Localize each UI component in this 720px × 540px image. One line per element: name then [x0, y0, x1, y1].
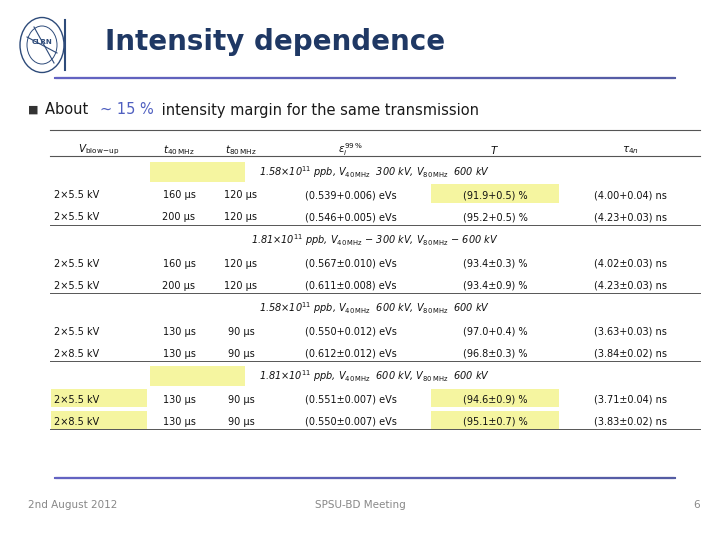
- Bar: [51, 388, 147, 407]
- Text: (0.550+0.012) eVs: (0.550+0.012) eVs: [305, 327, 397, 337]
- Text: 90 μs: 90 μs: [228, 417, 254, 427]
- Text: 2×5.5 kV: 2×5.5 kV: [54, 212, 99, 222]
- Text: 6: 6: [693, 500, 700, 510]
- Text: $\varepsilon_i^{99\,\%}$: $\varepsilon_i^{99\,\%}$: [338, 141, 364, 158]
- Text: intensity margin for the same transmission: intensity margin for the same transmissi…: [157, 103, 479, 118]
- Text: (95.2+0.5) %: (95.2+0.5) %: [462, 212, 528, 222]
- Text: (3.83±0.02) ns: (3.83±0.02) ns: [593, 417, 667, 427]
- Text: (4.00+0.04) ns: (4.00+0.04) ns: [593, 190, 667, 200]
- Text: 90 μs: 90 μs: [228, 395, 254, 405]
- Bar: [150, 161, 245, 181]
- Text: (0.551±0.007) eVs: (0.551±0.007) eVs: [305, 395, 397, 405]
- Text: $t_{80\,{\rm MHz}}$: $t_{80\,{\rm MHz}}$: [225, 143, 257, 157]
- Text: (0.539+0.006) eVs: (0.539+0.006) eVs: [305, 190, 397, 200]
- Text: 130 μs: 130 μs: [163, 417, 195, 427]
- Text: 160 μs: 160 μs: [163, 259, 195, 268]
- Text: (95.1±0.7) %: (95.1±0.7) %: [463, 417, 527, 427]
- Text: (0.611±0.008) eVs: (0.611±0.008) eVs: [305, 281, 397, 291]
- Text: 120 μs: 120 μs: [225, 190, 258, 200]
- Text: Intensity dependence: Intensity dependence: [105, 28, 445, 56]
- Text: (91.9+0.5) %: (91.9+0.5) %: [463, 190, 527, 200]
- Bar: [431, 410, 559, 429]
- Text: About: About: [45, 103, 93, 118]
- Text: $V_{\rm blow\!-\!up}$: $V_{\rm blow\!-\!up}$: [78, 143, 120, 157]
- Text: 130 μs: 130 μs: [163, 395, 195, 405]
- Text: (4.02±0.03) ns: (4.02±0.03) ns: [593, 259, 667, 268]
- Text: 130 μs: 130 μs: [163, 349, 195, 359]
- Text: 2×5.5 kV: 2×5.5 kV: [54, 395, 99, 405]
- Text: CLRN: CLRN: [32, 39, 53, 45]
- Text: (0.546+0.005) eVs: (0.546+0.005) eVs: [305, 212, 397, 222]
- Text: ■: ■: [28, 105, 38, 115]
- Text: (4.23+0.03) ns: (4.23+0.03) ns: [593, 212, 667, 222]
- Text: (97.0+0.4) %: (97.0+0.4) %: [463, 327, 527, 337]
- Text: (96.8±0.3) %: (96.8±0.3) %: [463, 349, 527, 359]
- Text: (0.550±0.007) eVs: (0.550±0.007) eVs: [305, 417, 397, 427]
- Text: 1.58$\times$10$^{11}$ ppb, $V_{40\,\mathrm{MHz}}$  300 kV, $V_{80\,\mathrm{MHz}}: 1.58$\times$10$^{11}$ ppb, $V_{40\,\math…: [259, 164, 490, 180]
- Text: 2nd August 2012: 2nd August 2012: [28, 500, 117, 510]
- Text: $T$: $T$: [490, 144, 500, 156]
- Text: 200 μs: 200 μs: [163, 212, 196, 222]
- Text: (0.567±0.010) eVs: (0.567±0.010) eVs: [305, 259, 397, 268]
- Text: (93.4±0.9) %: (93.4±0.9) %: [463, 281, 527, 291]
- Text: (3.71±0.04) ns: (3.71±0.04) ns: [593, 395, 667, 405]
- Text: 200 μs: 200 μs: [163, 281, 196, 291]
- Bar: [431, 184, 559, 202]
- Text: (3.63+0.03) ns: (3.63+0.03) ns: [593, 327, 667, 337]
- Text: 1.58$\times$10$^{11}$ ppb, $V_{40\,\mathrm{MHz}}$  600 kV, $V_{80\,\mathrm{MHz}}: 1.58$\times$10$^{11}$ ppb, $V_{40\,\math…: [259, 300, 490, 316]
- Text: 2×5.5 kV: 2×5.5 kV: [54, 327, 99, 337]
- Text: 130 μs: 130 μs: [163, 327, 195, 337]
- Text: 120 μs: 120 μs: [225, 281, 258, 291]
- Text: 1.81$\times$10$^{11}$ ppb, $V_{40\,\mathrm{MHz}}$ $-$ 300 kV, $V_{80\,\mathrm{MH: 1.81$\times$10$^{11}$ ppb, $V_{40\,\math…: [251, 232, 499, 248]
- Text: 1.81$\times$10$^{11}$ ppb, $V_{40\,\mathrm{MHz}}$  600 kV, $V_{80\,\mathrm{MHz}}: 1.81$\times$10$^{11}$ ppb, $V_{40\,\math…: [259, 368, 490, 384]
- Bar: [51, 410, 147, 429]
- Text: 2×8.5 kV: 2×8.5 kV: [54, 349, 99, 359]
- Text: SPSU-BD Meeting: SPSU-BD Meeting: [315, 500, 405, 510]
- Text: (0.612±0.012) eVs: (0.612±0.012) eVs: [305, 349, 397, 359]
- Bar: [150, 366, 245, 386]
- Text: 2×5.5 kV: 2×5.5 kV: [54, 190, 99, 200]
- Text: 160 μs: 160 μs: [163, 190, 195, 200]
- Text: 2×5.5 kV: 2×5.5 kV: [54, 281, 99, 291]
- Text: $t_{40\,{\rm MHz}}$: $t_{40\,{\rm MHz}}$: [163, 143, 195, 157]
- Text: 120 μs: 120 μs: [225, 212, 258, 222]
- Text: 90 μs: 90 μs: [228, 327, 254, 337]
- Text: (93.4±0.3) %: (93.4±0.3) %: [463, 259, 527, 268]
- Text: (94.6±0.9) %: (94.6±0.9) %: [463, 395, 527, 405]
- Text: 90 μs: 90 μs: [228, 349, 254, 359]
- Text: ~ 15 %: ~ 15 %: [100, 103, 154, 118]
- Text: 120 μs: 120 μs: [225, 259, 258, 268]
- Text: 2×8.5 kV: 2×8.5 kV: [54, 417, 99, 427]
- Text: 2×5.5 kV: 2×5.5 kV: [54, 259, 99, 268]
- Text: (4.23±0.03) ns: (4.23±0.03) ns: [593, 281, 667, 291]
- Bar: [431, 388, 559, 407]
- Text: $\tau_{4n}$: $\tau_{4n}$: [621, 144, 639, 156]
- Text: (3.84±0.02) ns: (3.84±0.02) ns: [593, 349, 667, 359]
